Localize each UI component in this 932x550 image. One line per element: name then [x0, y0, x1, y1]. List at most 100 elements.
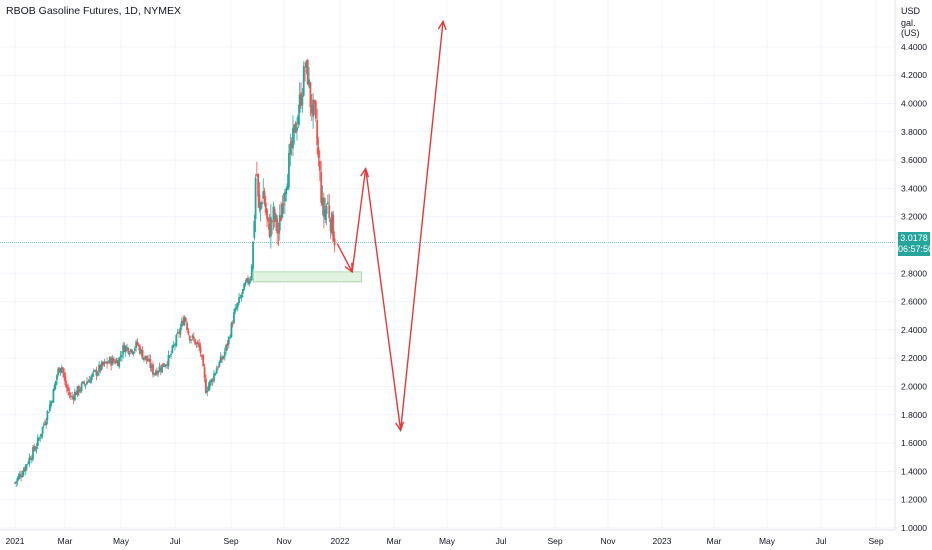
candle-body	[255, 174, 258, 176]
last-price-value: 3.0178	[900, 233, 928, 243]
candle-body	[96, 372, 99, 376]
candle-body	[158, 366, 161, 372]
candle-body	[59, 368, 62, 373]
candle-body	[172, 345, 175, 347]
candle-body	[120, 354, 123, 358]
candle-body	[153, 373, 156, 375]
candle-body	[281, 203, 284, 218]
candle-body	[310, 104, 313, 114]
candle-body	[290, 140, 293, 148]
x-tick-label: Mar	[387, 536, 402, 546]
candle-body	[296, 127, 298, 131]
candle-body	[107, 362, 110, 364]
candle-body	[261, 201, 263, 205]
candle-body	[331, 212, 333, 234]
y-tick-label: 3.6000	[901, 155, 927, 165]
y-tick-label: 1.4000	[901, 466, 927, 476]
candles	[14, 58, 336, 488]
chart-grid	[0, 0, 895, 530]
candle-body	[327, 202, 329, 205]
candle-body	[130, 349, 132, 353]
candle-body	[77, 385, 80, 393]
candle-body	[112, 358, 115, 362]
candle-body	[202, 355, 205, 367]
candle-body	[28, 457, 31, 464]
candle-body	[45, 421, 48, 426]
candle-body	[137, 345, 140, 347]
candle-body	[110, 357, 113, 366]
candle-body	[184, 317, 187, 322]
candle-body	[292, 128, 294, 149]
candle-body	[14, 482, 16, 484]
candle-body	[63, 372, 66, 378]
y-tick-label: 2.2000	[901, 353, 927, 363]
candle-body	[23, 469, 26, 471]
candle-body	[247, 278, 249, 283]
candle-body	[289, 143, 292, 155]
candle-body	[155, 370, 158, 375]
candle-body	[214, 372, 217, 375]
x-tick-label: Sep	[868, 536, 883, 546]
candle-body	[83, 382, 86, 385]
candle-body	[159, 368, 162, 371]
candle-body	[149, 359, 152, 368]
candle-body	[219, 356, 222, 363]
currency-label: USD	[901, 6, 921, 16]
candle-body	[217, 367, 219, 369]
candle-body	[264, 202, 267, 213]
candle-body	[170, 353, 173, 355]
projection-arrows	[336, 19, 447, 432]
y-tick-label: 4.2000	[901, 70, 927, 80]
candle-body	[286, 183, 289, 190]
y-tick-label: 4.4000	[901, 42, 927, 52]
candle-body	[259, 202, 262, 210]
candle-body	[18, 473, 21, 477]
candle-body	[21, 475, 24, 478]
candle-body	[322, 197, 325, 218]
y-tick-label: 1.0000	[901, 523, 927, 533]
candle-body	[306, 59, 309, 85]
candle-body	[144, 355, 147, 359]
candle-body	[235, 307, 238, 309]
x-tick-label: May	[759, 536, 776, 546]
candle-body	[262, 191, 265, 199]
candle-body	[174, 344, 176, 346]
candle-body	[80, 383, 83, 391]
x-tick-label: May	[113, 536, 130, 546]
candle-body	[104, 361, 107, 363]
candle-body	[75, 391, 78, 396]
candle-body	[115, 360, 118, 364]
candle-body	[333, 238, 336, 246]
candle-body	[165, 364, 167, 367]
candle-body	[271, 220, 274, 222]
candle-body	[308, 79, 310, 87]
candle-body	[46, 411, 49, 421]
time-axis[interactable]: 2021 Mar May Jul Sep Nov 2022 Mar May Jul Sep Nov 20…	[0, 529, 895, 546]
candle-body	[131, 350, 134, 354]
candle-body	[297, 114, 300, 125]
candle-body	[24, 464, 27, 472]
candle-body	[209, 380, 211, 387]
price-axis[interactable]: 4.4000 4.2000 4.0000 3.8000 3.6000 3.4000 3.20…	[894, 0, 927, 533]
x-tick-label: Sep	[223, 536, 238, 546]
candle-body	[321, 197, 324, 206]
candle-body	[166, 364, 169, 366]
candle-body	[283, 192, 286, 202]
chart-title: RBOB Gasoline Futures, 1D, NYMEX	[6, 5, 182, 17]
candle-body	[298, 94, 301, 113]
candle-body	[40, 433, 43, 437]
candle-body	[146, 359, 149, 362]
candle-body	[123, 345, 126, 352]
candle-body	[39, 437, 42, 439]
candle-body	[148, 358, 150, 361]
candle-body	[190, 339, 193, 341]
candle-body	[102, 361, 104, 365]
candle-body	[257, 174, 260, 197]
candle-body	[175, 335, 178, 346]
candle-body	[82, 381, 84, 384]
candle-body	[332, 215, 335, 242]
candle-body	[122, 344, 125, 355]
candle-body	[263, 191, 266, 205]
candle-body	[56, 375, 58, 381]
